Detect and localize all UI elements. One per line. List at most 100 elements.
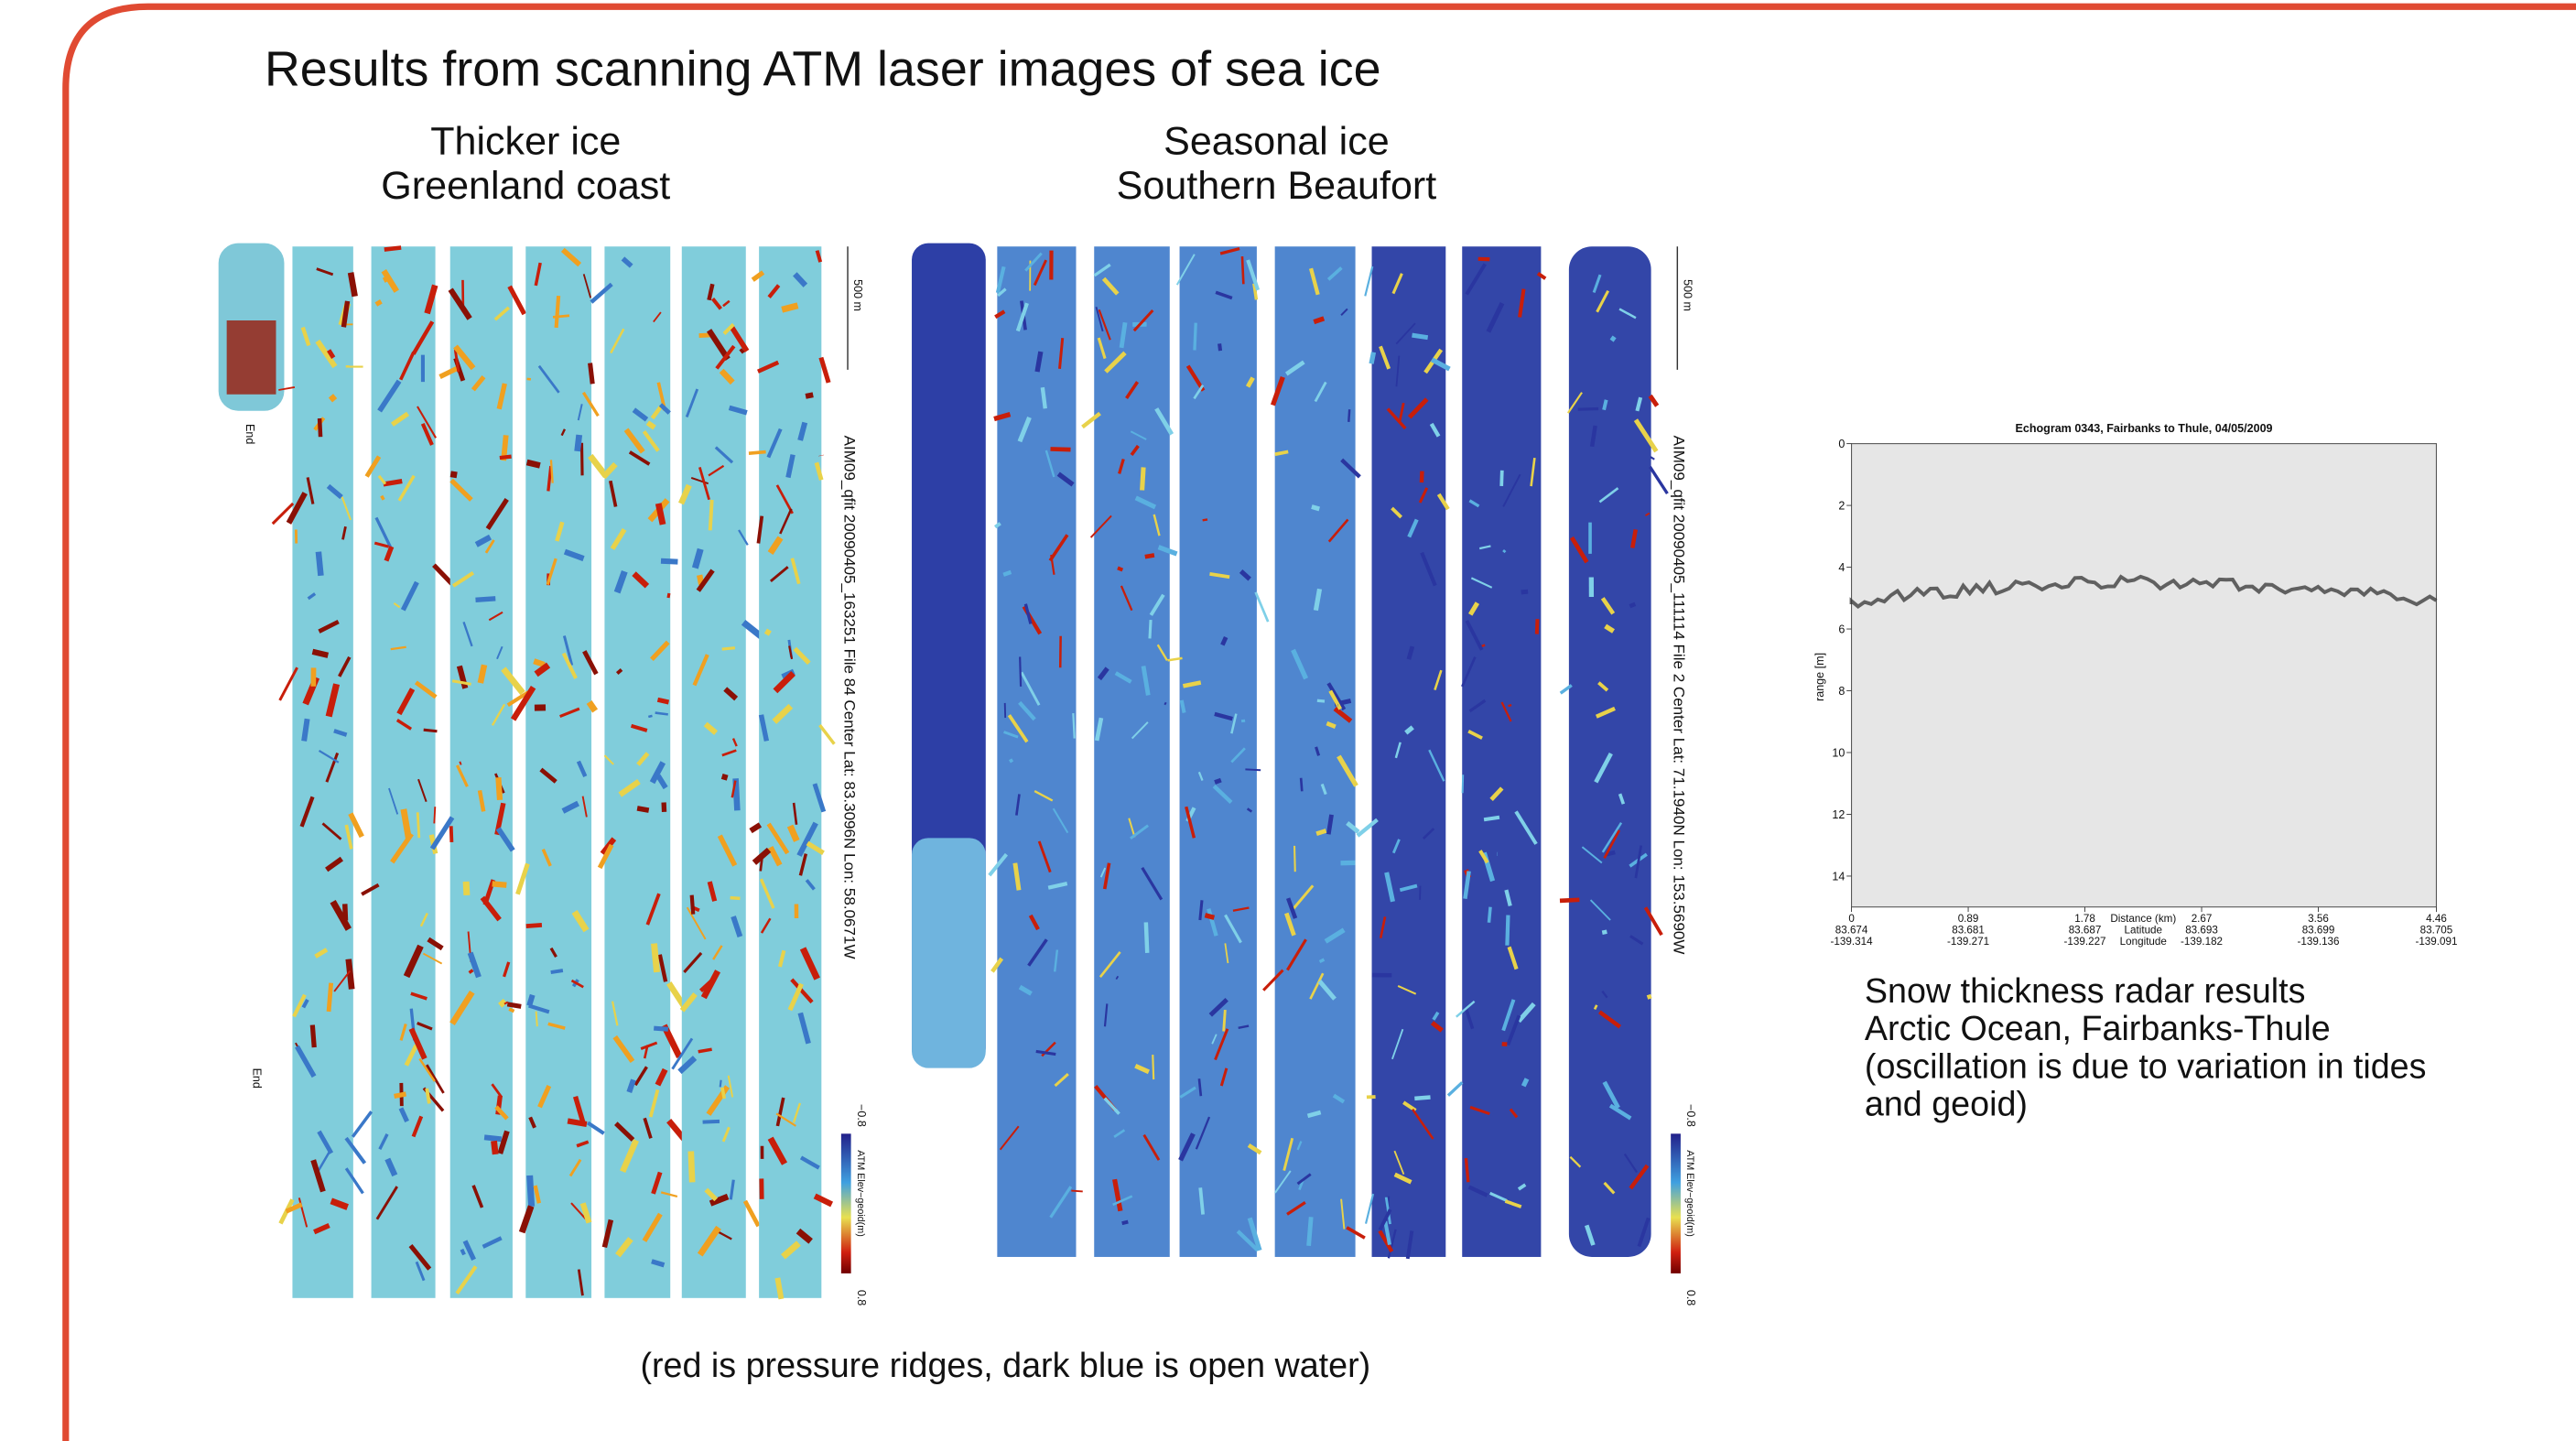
longitude-label: -139.271 (1947, 936, 1989, 948)
ice-feature (1146, 922, 1147, 952)
ridge (720, 1080, 721, 1088)
ridge (578, 435, 579, 451)
ridge (765, 631, 770, 634)
ice-feature (1560, 900, 1579, 901)
ice-feature (1488, 907, 1490, 923)
latitude-label: 83.681 (1952, 924, 1985, 936)
panel-heading: Thicker ice (430, 120, 621, 164)
ridge (434, 807, 435, 823)
ice-feature (1050, 449, 1070, 450)
end-label: End (250, 1068, 263, 1089)
colorbar (1671, 1133, 1681, 1273)
ridge (530, 1176, 532, 1207)
ice-feature (1215, 780, 1221, 782)
ridge (668, 593, 669, 598)
ridge (654, 1028, 668, 1029)
y-axis-label: range [m] (1813, 653, 1826, 701)
ice-feature (1507, 916, 1508, 946)
caption: (red is pressure ridges, dark blue is op… (640, 1346, 1370, 1384)
ice-feature (1523, 1078, 1527, 1086)
ridge (655, 713, 668, 715)
strip-info: AIM09_qfit 20090405_111114 File 2 Center… (1671, 436, 1688, 956)
ridge (319, 552, 321, 576)
ice-feature (1314, 319, 1324, 322)
y-tick-label: 8 (1838, 685, 1845, 698)
longitude-label: -139.136 (2298, 936, 2340, 948)
ridge (806, 395, 813, 396)
ridge (581, 443, 582, 476)
ridge (381, 497, 384, 499)
ice-feature (1412, 335, 1427, 338)
ice-feature (1650, 467, 1667, 493)
y-tick-label: 14 (1832, 870, 1845, 883)
ice-feature (1242, 256, 1243, 284)
ice-feature (1578, 408, 1598, 409)
ridge (395, 1094, 406, 1096)
ice-strip (1275, 246, 1356, 1257)
longitude-label: -139.091 (2415, 936, 2457, 948)
ridge (505, 1002, 506, 1004)
ridge (692, 895, 694, 915)
ice-feature (1117, 977, 1119, 978)
x-tick-label: 1.78 (2074, 913, 2095, 925)
ridge (703, 1121, 720, 1122)
ridge (658, 504, 663, 525)
ridge (384, 482, 402, 484)
ice-feature (1365, 266, 1372, 296)
ridge (351, 273, 355, 297)
ice-feature (1122, 1222, 1129, 1224)
ice-feature (1203, 519, 1207, 520)
ice-feature (1182, 700, 1185, 713)
colorbar-max: 0.8 (855, 1290, 868, 1306)
ice-feature (1649, 995, 1650, 1000)
ice-strip (1180, 246, 1257, 1257)
colorbar-min: −0.8 (855, 1104, 868, 1127)
ridge (820, 725, 835, 744)
ridge (722, 648, 735, 649)
ridge (751, 825, 760, 831)
longitude-label: -139.314 (1831, 936, 1874, 948)
ice-feature (1328, 815, 1331, 834)
ice-feature (1602, 932, 1607, 933)
ridge (777, 1278, 781, 1299)
x-tick-label: 3.56 (2308, 913, 2329, 925)
y-tick-label: 2 (1838, 500, 1845, 513)
ice-feature (1294, 846, 1295, 872)
longitude-label: -139.182 (2181, 936, 2223, 948)
latitude-label: 83.699 (2302, 924, 2335, 936)
ice-feature (1073, 713, 1074, 738)
ice-feature (1150, 620, 1151, 638)
ridge (618, 670, 621, 673)
ridge (376, 301, 382, 304)
colorbar-label: ATM Elev−geoid(m) (1684, 1150, 1695, 1237)
slide: Results from scanning ATM laser images o… (0, 0, 2576, 1441)
panel-heading: Greenland coast (381, 164, 670, 208)
ridge (498, 777, 500, 800)
ridge (637, 808, 649, 810)
latitude-label: 83.687 (2069, 924, 2102, 936)
latitude-label: 83.705 (2420, 924, 2453, 936)
ice-strip (912, 838, 986, 1067)
latitude-label: 83.674 (1835, 924, 1868, 936)
ice-feature (1145, 555, 1154, 557)
ice-feature (1142, 467, 1143, 490)
radar-caption: Snow thickness radar results (1865, 971, 2306, 1010)
ridge (691, 1152, 692, 1183)
ice-feature (1371, 352, 1373, 363)
ice-feature (1256, 592, 1269, 622)
colorbar-min: −0.8 (1684, 1104, 1697, 1127)
ice-feature (1414, 1097, 1430, 1098)
ice-feature (1037, 352, 1041, 372)
ice-feature (1521, 591, 1528, 592)
ridge (661, 561, 677, 562)
ice-feature (1245, 769, 1261, 770)
ice-feature (1537, 619, 1538, 634)
scale-label: 500 m (851, 279, 864, 311)
ridge (470, 970, 473, 973)
ridge (782, 306, 797, 310)
ice-feature (1604, 400, 1607, 410)
radar-caption: (oscillation is due to variation in tide… (1865, 1046, 2427, 1085)
ridge (352, 1111, 371, 1137)
ice-feature (1484, 818, 1499, 819)
ridge (745, 1201, 759, 1226)
